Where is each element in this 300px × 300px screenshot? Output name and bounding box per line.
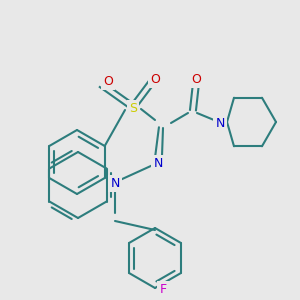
Text: O: O [191, 73, 201, 86]
Text: O: O [150, 73, 160, 86]
Text: N: N [215, 117, 225, 130]
Text: F: F [159, 283, 167, 296]
Text: N: N [110, 177, 120, 190]
Text: O: O [103, 75, 113, 88]
Text: S: S [129, 102, 137, 115]
Text: N: N [153, 157, 163, 170]
